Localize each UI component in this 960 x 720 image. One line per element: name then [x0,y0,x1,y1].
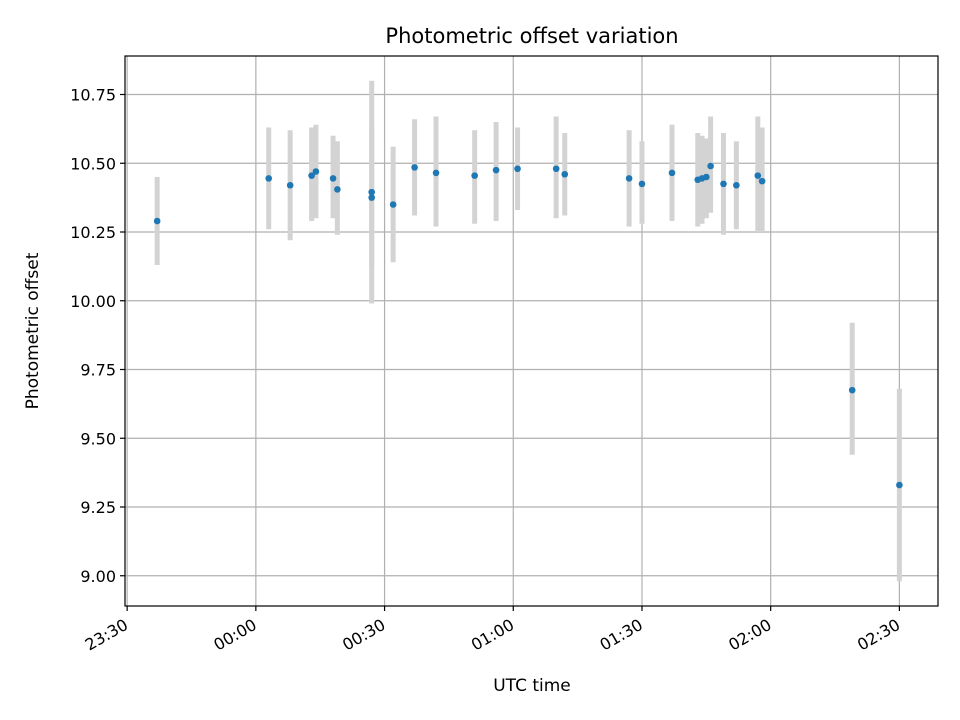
x-tick-label: 02:30 [854,615,903,655]
chart-title: Photometric offset variation [385,24,678,48]
x-tick-label: 01:30 [597,615,646,655]
data-point [514,165,521,173]
data-point [411,164,418,171]
y-tick-label: 9.25 [80,498,116,517]
data-point [312,168,320,175]
data-point [286,181,294,189]
y-tick-label: 10.50 [70,154,116,173]
data-point [552,165,560,173]
plot-frame [124,55,939,607]
y-tick-label: 10.25 [70,223,116,242]
data-point [720,180,727,188]
data-point [638,180,646,188]
x-tick-label: 23:30 [82,615,131,655]
x-tick-label: 00:00 [210,615,259,655]
y-tick-label: 10.00 [70,292,116,311]
y-tick-label: 9.00 [80,567,116,586]
y-axis: 9.00 9.25 9.50 9.75 10.00 10.25 10.50 10.75 [70,86,125,586]
y-tick-label: 9.50 [80,429,116,448]
data-point [707,162,714,170]
data-point [368,194,375,201]
data-point [492,166,500,174]
data-point [334,186,341,193]
y-tick-label: 10.75 [70,86,116,105]
x-tick-label: 00:30 [339,615,388,655]
x-axis: 23:30 00:00 00:30 01:00 01:30 02:00 02:30 [82,606,903,655]
data-point [389,201,397,208]
data-point [754,172,762,179]
data-point [703,173,710,181]
y-axis-label: Photometric offset [23,252,43,409]
y-tick-label: 9.75 [80,361,116,380]
x-tick-label: 01:00 [468,615,517,655]
data-point [848,386,856,394]
data-point [758,177,766,185]
x-axis-label: UTC time [493,676,571,696]
data-point [896,481,903,489]
error-bars [154,80,902,582]
data-point [265,175,273,182]
data-point [368,188,375,196]
data-point [432,169,440,177]
data-point [308,172,315,179]
data-point [733,181,740,189]
data-point [668,169,676,177]
data-point [471,172,478,179]
x-tick-label: 02:00 [725,615,774,655]
data-points [153,162,903,489]
data-point [329,175,337,182]
data-point [561,170,569,178]
grid [125,56,938,606]
data-point [153,217,161,225]
data-point [625,175,633,182]
